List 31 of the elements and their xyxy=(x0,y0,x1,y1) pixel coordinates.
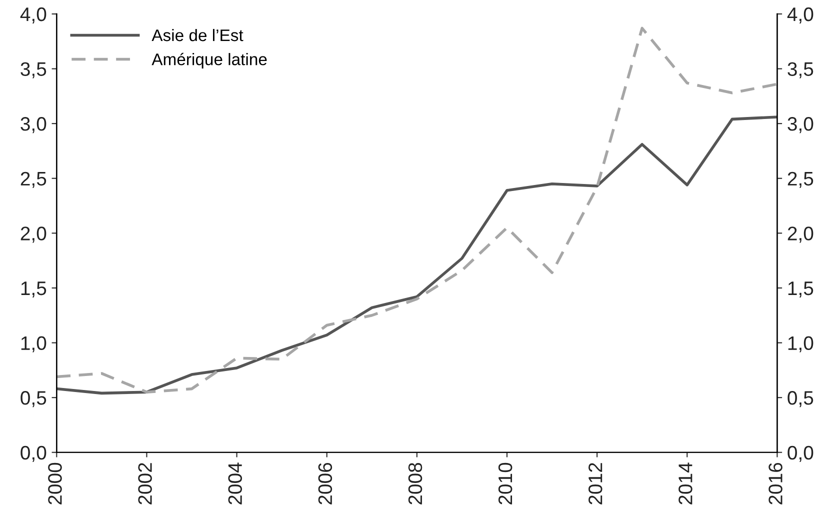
y-tick-label: 1,5 xyxy=(21,282,46,298)
x-tick-label: 2008 xyxy=(408,462,422,504)
y2-tick-label: 3,5 xyxy=(788,62,814,78)
y-tick-label: 2,0 xyxy=(20,226,46,243)
y2-tick-label: 2,5 xyxy=(788,172,814,188)
x-tick-label: 2016 xyxy=(768,462,782,504)
x-tick-label: 2000 xyxy=(48,462,62,504)
y-tick-label: 1,0 xyxy=(21,336,46,352)
y-tick-label: 2,5 xyxy=(20,172,46,188)
y2-tick-label: 0,0 xyxy=(788,446,814,462)
line-series xyxy=(56,116,778,395)
y-tick-label: 3,5 xyxy=(20,62,46,78)
y-tick-label: 0,0 xyxy=(20,446,46,462)
x-tick-label: 2014 xyxy=(678,462,692,504)
y-tick-label: 4,0 xyxy=(20,7,46,24)
x-tick-label: 2010 xyxy=(498,462,512,504)
legend-label: Amérique latine xyxy=(152,52,267,69)
x-tick-label: 2012 xyxy=(588,463,602,504)
y2-tick-label: 4,0 xyxy=(787,7,814,24)
legend-label: Asie de l’Est xyxy=(152,28,244,42)
x-tick-label: 2006 xyxy=(318,462,332,504)
x-tick-label: 2002 xyxy=(138,463,152,504)
y2-tick-label: 3,0 xyxy=(788,117,814,134)
y2-tick-label: 1,0 xyxy=(788,336,814,352)
y-tick-label: 3,0 xyxy=(20,117,46,134)
y2-tick-label: 1,5 xyxy=(788,282,814,298)
line-series xyxy=(56,26,778,394)
y2-tick-label: 2,0 xyxy=(788,226,814,243)
x-tick-label: 2004 xyxy=(228,462,242,504)
y-tick-label: 0,5 xyxy=(20,391,46,408)
y2-tick-label: 0,5 xyxy=(788,391,814,408)
